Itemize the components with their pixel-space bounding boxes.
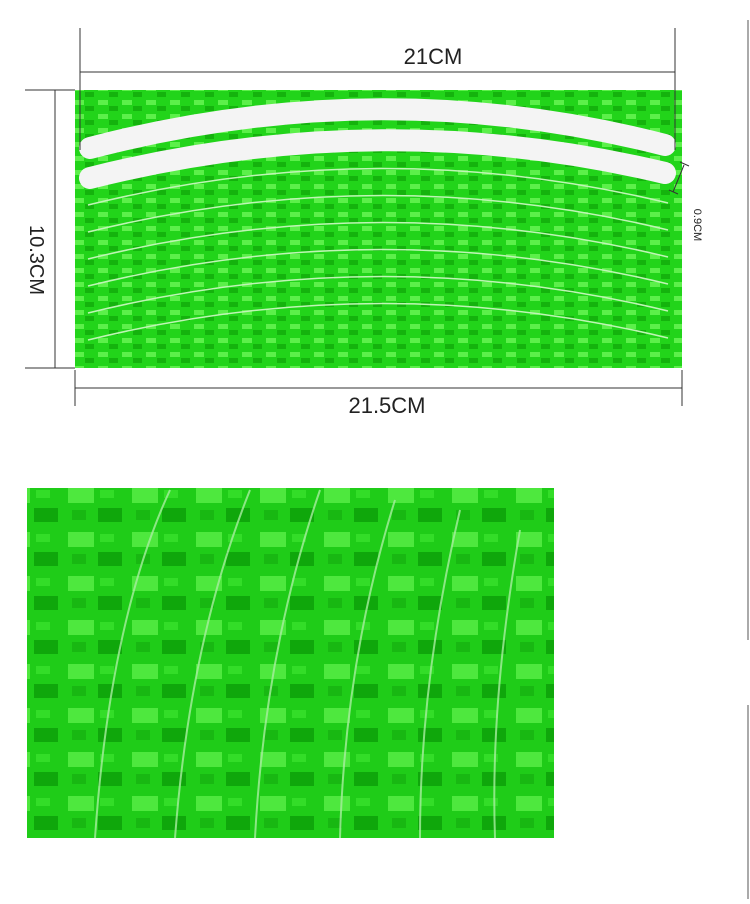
dimension-lines [25,28,690,406]
closeup-strip-edges [94,489,521,839]
top-width-label: 21CM [404,44,463,69]
bottom-width-label: 21.5CM [348,393,425,418]
closeup-photo [27,488,554,838]
height-label: 10.3CM [25,225,47,295]
strip-width-label: 0.9CM [691,209,703,241]
strips [79,98,676,341]
